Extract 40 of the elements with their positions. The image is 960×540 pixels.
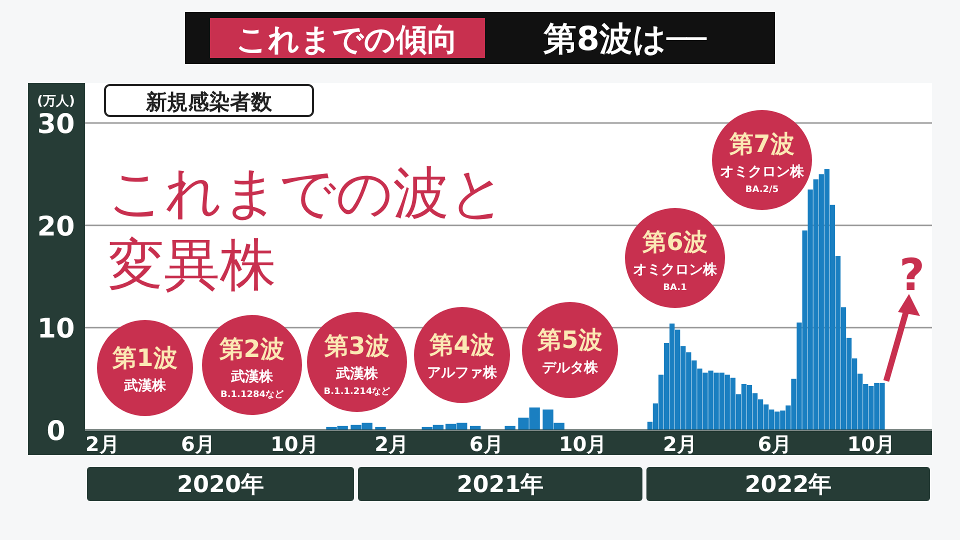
x-tick-label: 10月: [558, 432, 607, 456]
annotation: デルタ株: [542, 360, 599, 376]
text: 2021年: [456, 472, 544, 498]
annotation: BA.1: [663, 283, 687, 293]
text: 2020年: [176, 472, 264, 498]
x-tick-label: 2月: [662, 432, 697, 456]
annotation: アルファ株: [427, 365, 498, 381]
x-tick-label: 10月: [270, 432, 318, 456]
annotation: 第5波: [536, 326, 602, 354]
y-tick-label: 0: [46, 416, 66, 447]
annotation: 第2波: [218, 335, 284, 363]
annotation: 武漢株: [335, 366, 379, 382]
y-tick-label: 30: [37, 109, 75, 140]
annotation: 第1波: [112, 344, 178, 372]
y-tick-label: 20: [37, 211, 75, 242]
chart-title: これまでの傾向 第8波は──: [236, 19, 706, 58]
annotation: 第3波: [324, 332, 390, 360]
annotation: B.1.1.214など: [324, 387, 392, 397]
x-tick-label: 10月: [847, 432, 896, 456]
annotation: BA.2/5: [745, 185, 779, 195]
annotation: 第4波: [428, 331, 494, 359]
annotation: オミクロン株: [633, 262, 718, 278]
x-tick-label: 2月: [85, 432, 120, 456]
x-tick-label: 6月: [469, 432, 504, 456]
annotation: B.1.1284など: [220, 390, 284, 400]
x-tick-label: 2月: [374, 432, 409, 456]
annotation: オミクロン株: [720, 164, 805, 180]
annotation: 武漢株: [123, 378, 167, 394]
chart-subtitle: 新規感染者数: [145, 90, 273, 114]
annotation: 第7波: [728, 130, 794, 158]
x-tick-label: 6月: [758, 432, 792, 456]
y-tick-label: 10: [37, 314, 75, 345]
y-axis-title: (万人): [37, 94, 75, 109]
text: 2022年: [744, 472, 832, 498]
annotation: 変異株: [108, 233, 276, 298]
annotation: 第6波: [642, 228, 708, 256]
x-tick-label: 6月: [181, 432, 215, 456]
annotation: これまでの波と: [108, 161, 506, 226]
annotation: ?: [899, 250, 925, 301]
annotation: 武漢株: [230, 369, 274, 385]
